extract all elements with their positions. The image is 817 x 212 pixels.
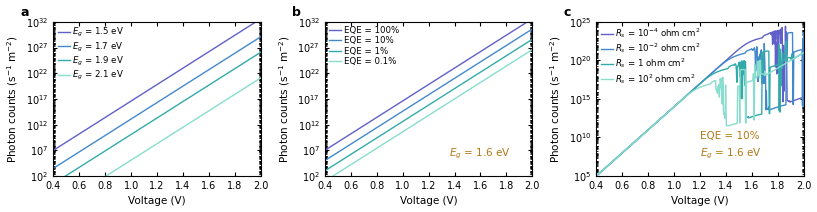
X-axis label: Voltage (V): Voltage (V) — [128, 197, 186, 206]
Legend: $R_s$ = 10$^{-4}$ ohm cm$^2$, $R_s$ = 10$^{-2}$ ohm cm$^2$, $R_s$ = 1 ohm cm$^2$: $R_s$ = 10$^{-4}$ ohm cm$^2$, $R_s$ = 10… — [599, 24, 703, 87]
Text: $E_g$ = 1.6 eV: $E_g$ = 1.6 eV — [449, 146, 511, 161]
Legend: EQE = 100%, EQE = 10%, EQE = 1%, EQE = 0.1%: EQE = 100%, EQE = 10%, EQE = 1%, EQE = 0… — [328, 24, 401, 68]
Legend: $E_g$ = 1.5 eV, $E_g$ = 1.7 eV, $E_g$ = 1.9 eV, $E_g$ = 2.1 eV: $E_g$ = 1.5 eV, $E_g$ = 1.7 eV, $E_g$ = … — [56, 24, 126, 84]
Text: a: a — [20, 6, 29, 19]
Text: EQE = 10%
$E_g$ = 1.6 eV: EQE = 10% $E_g$ = 1.6 eV — [700, 131, 762, 161]
Y-axis label: Photon counts (s$^{-1}$ m$^{-2}$): Photon counts (s$^{-1}$ m$^{-2}$) — [277, 35, 292, 163]
X-axis label: Voltage (V): Voltage (V) — [400, 197, 458, 206]
Text: b: b — [292, 6, 301, 19]
Text: c: c — [563, 6, 570, 19]
Y-axis label: Photon counts (s$^{-1}$ m$^{-2}$): Photon counts (s$^{-1}$ m$^{-2}$) — [548, 35, 563, 163]
X-axis label: Voltage (V): Voltage (V) — [672, 197, 729, 206]
Y-axis label: Photon counts (s$^{-1}$ m$^{-2}$): Photon counts (s$^{-1}$ m$^{-2}$) — [6, 35, 20, 163]
